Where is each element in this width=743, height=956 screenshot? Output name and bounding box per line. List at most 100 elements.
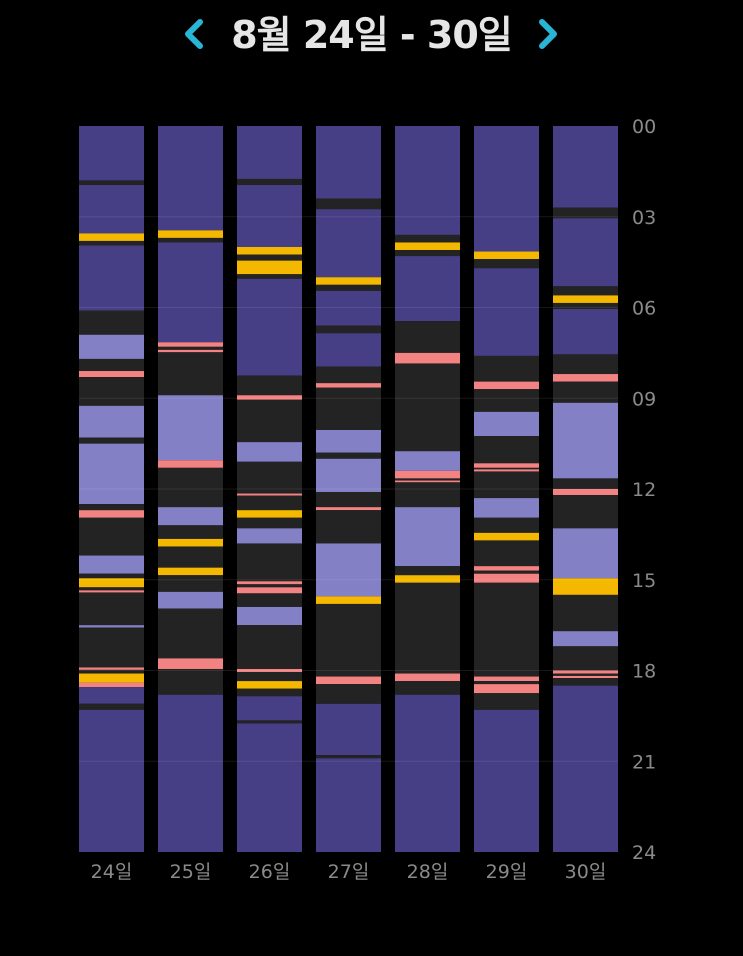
segment-awake [553, 286, 618, 296]
segment-light [79, 625, 144, 628]
segment-light [79, 334, 144, 359]
segment-rem [474, 251, 539, 260]
segment-deep [237, 278, 302, 376]
segment-wake [79, 667, 144, 670]
segment-awake [79, 437, 144, 444]
segment-deep [237, 126, 302, 179]
segment-awake [316, 603, 381, 677]
segment-awake [237, 178, 302, 185]
segment-rem [237, 247, 302, 255]
segment-awake [79, 180, 144, 185]
segment-deep [316, 126, 381, 199]
segment-light [553, 402, 618, 479]
segment-light [237, 606, 302, 626]
segment-deep [158, 126, 223, 231]
next-week-button[interactable] [528, 12, 568, 56]
segment-light [158, 395, 223, 461]
segment-awake [474, 389, 539, 412]
segment-wake [237, 587, 302, 594]
segment-awake [237, 399, 302, 443]
segment-awake [79, 587, 144, 591]
segment-wake [474, 684, 539, 694]
segment-deep [474, 268, 539, 356]
segment-light [158, 591, 223, 609]
segment-deep [316, 703, 381, 756]
day-column[interactable] [79, 126, 144, 852]
segment-wake [237, 581, 302, 585]
y-tick-label: 00 [632, 116, 656, 138]
segment-awake [395, 482, 460, 508]
segment-wake [158, 658, 223, 669]
segment-awake [316, 198, 381, 210]
segment-awake [316, 684, 381, 704]
y-tick-label: 15 [632, 570, 656, 592]
segment-awake [79, 310, 144, 335]
segment-rem [237, 510, 302, 518]
x-tick-label: 26일 [249, 861, 291, 883]
segment-light [395, 451, 460, 471]
segment-awake [553, 381, 618, 403]
segment-rem [237, 681, 302, 689]
y-tick-label: 06 [632, 298, 656, 320]
segment-awake [553, 354, 618, 375]
segment-awake [158, 668, 223, 695]
segment-awake [158, 346, 223, 350]
segment-awake [79, 592, 144, 626]
segment-wake [553, 489, 618, 496]
segment-wake [79, 510, 144, 518]
segment-rem [237, 260, 302, 275]
segment-awake [158, 525, 223, 539]
segment-wake [474, 566, 539, 571]
segment-rem [553, 295, 618, 303]
segment-awake [395, 250, 460, 257]
segment-awake [79, 573, 144, 579]
segment-wake [395, 480, 460, 483]
segment-rem [158, 567, 223, 576]
segment-light [79, 443, 144, 505]
segment-awake [237, 375, 302, 396]
day-column[interactable] [237, 126, 302, 852]
day-column[interactable] [316, 126, 381, 852]
segment-awake [158, 352, 223, 396]
segment-deep [316, 758, 381, 852]
segment-awake [395, 582, 460, 674]
segment-awake [474, 436, 539, 464]
segment-deep [237, 696, 302, 721]
segment-awake [237, 543, 302, 582]
segment-wake [158, 349, 223, 353]
y-tick-label: 21 [632, 751, 656, 773]
prev-week-button[interactable] [174, 12, 214, 56]
day-column[interactable] [474, 126, 539, 852]
segment-deep [395, 126, 460, 235]
segment-awake [395, 566, 460, 576]
segment-light [395, 507, 460, 567]
segment-awake [237, 254, 302, 261]
y-tick-label: 18 [632, 661, 656, 683]
segment-deep [79, 184, 144, 234]
segment-deep [316, 333, 381, 367]
day-column[interactable] [395, 126, 460, 852]
segment-awake [474, 467, 539, 470]
segment-rem [395, 242, 460, 251]
segment-deep [237, 184, 302, 247]
segment-rem [395, 575, 460, 583]
segment-awake [553, 646, 618, 671]
x-tick-label: 29일 [486, 861, 528, 883]
segment-light [553, 631, 618, 647]
segment-awake [237, 688, 302, 697]
y-tick-label: 12 [632, 479, 656, 501]
segment-deep [79, 126, 144, 181]
segment-deep [79, 687, 144, 704]
segment-deep [237, 723, 302, 852]
segment-wake [316, 383, 381, 388]
segment-awake [237, 461, 302, 494]
segment-wake [395, 673, 460, 682]
day-column[interactable] [553, 126, 618, 853]
segment-wake [553, 374, 618, 382]
segment-deep [79, 245, 144, 311]
y-tick-label: 09 [632, 388, 656, 410]
segment-deep [395, 256, 460, 322]
chevron-left-icon [185, 19, 203, 49]
day-column[interactable] [158, 126, 223, 852]
